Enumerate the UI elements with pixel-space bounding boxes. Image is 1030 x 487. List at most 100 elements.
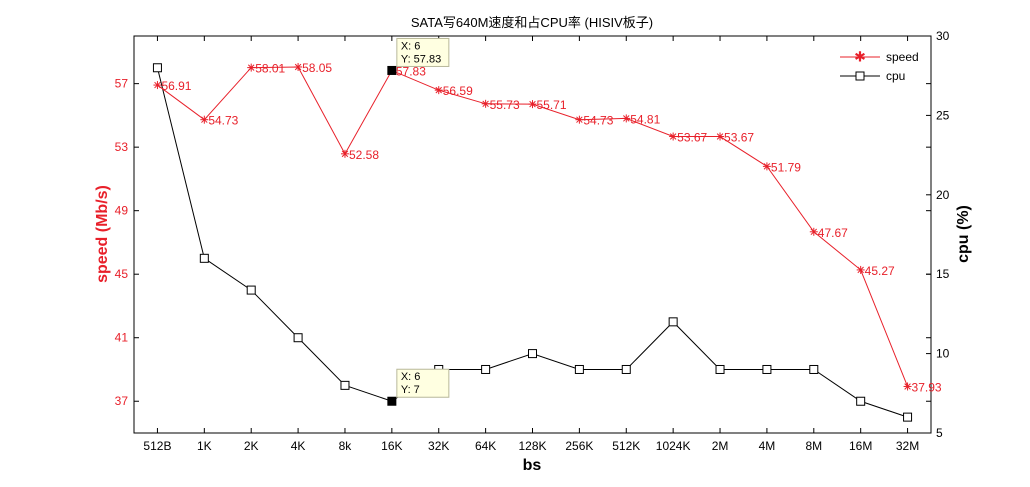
x-tick-label-0: 512B xyxy=(143,439,171,453)
cpu-point-9 xyxy=(574,364,584,374)
speed-point-12 xyxy=(716,132,725,141)
y2-tick-label-4: 25 xyxy=(936,108,950,122)
speed-point-9 xyxy=(575,115,584,124)
y-tick-label-2: 45 xyxy=(115,267,129,281)
datatip-x-1: X: 6 xyxy=(401,371,421,383)
speed-point-16 xyxy=(903,382,912,391)
y2-axis-title: cpu (%) xyxy=(955,205,972,263)
cpu-point-10 xyxy=(621,364,631,374)
x-tick-label-2: 2K xyxy=(244,439,259,453)
y-tick-label-0: 37 xyxy=(115,394,129,408)
y-axis-title: speed (Mb/s) xyxy=(94,185,111,283)
legend-cpu-marker xyxy=(855,71,865,81)
speed-point-10 xyxy=(622,114,631,123)
speed-point-13 xyxy=(762,162,771,171)
cpu-point-16 xyxy=(903,412,913,422)
x-tick-label-12: 2M xyxy=(712,439,729,453)
cpu-point-15 xyxy=(856,396,866,406)
y-tick-label-5: 57 xyxy=(115,77,129,91)
speed-data-label-0: 56.91 xyxy=(161,79,191,93)
speed-point-8 xyxy=(528,100,537,109)
cpu-point-14 xyxy=(809,364,819,374)
speed-data-label-14: 47.67 xyxy=(818,226,848,240)
cpu-point-3 xyxy=(293,333,303,343)
legend-speed-marker: ✱ xyxy=(854,50,866,66)
x-tick-label-10: 512K xyxy=(612,439,640,453)
datatip-0: X: 6Y: 57.83 xyxy=(396,37,450,67)
speed-point-6 xyxy=(434,86,443,95)
speed-point-15 xyxy=(856,265,865,274)
speed-data-label-4: 52.58 xyxy=(349,148,379,162)
speed-data-label-8: 55.71 xyxy=(537,98,567,112)
speed-data-label-3: 58.05 xyxy=(302,61,332,75)
y2-tick-label-3: 20 xyxy=(936,188,950,202)
y-tick-label-3: 49 xyxy=(115,204,129,218)
cpu-point-13 xyxy=(762,364,772,374)
speed-point-5 xyxy=(387,65,397,75)
datatip-1: X: 6Y: 7 xyxy=(396,368,450,398)
x-tick-label-3: 4K xyxy=(291,439,306,453)
y-tick-label-4: 53 xyxy=(115,140,129,154)
speed-data-label-5: 57.83 xyxy=(396,64,426,78)
speed-data-label-11: 53.67 xyxy=(677,131,707,145)
speed-data-label-9: 54.73 xyxy=(583,114,613,128)
speed-point-1 xyxy=(200,115,209,124)
speed-data-label-7: 55.73 xyxy=(490,98,520,112)
y2-tick-label-1: 10 xyxy=(936,347,950,361)
x-tick-label-14: 8M xyxy=(805,439,822,453)
cpu-point-1 xyxy=(199,253,209,263)
data-labels-layer: 56.91 54.73 58.01 58.05 52.58 57.83 56.59 55.73… xyxy=(161,61,941,395)
cpu-point-4 xyxy=(340,380,350,390)
speed-data-label-15: 45.27 xyxy=(865,264,895,278)
chart-title: SATA写640M速度和占CPU率 (HISIV板子) xyxy=(411,15,653,30)
y2-tick-label-2: 15 xyxy=(936,267,950,281)
y2-tick-label-5: 30 xyxy=(936,29,950,43)
datatip-y-1: Y: 7 xyxy=(401,384,420,396)
cpu-point-0 xyxy=(152,63,162,73)
speed-point-2 xyxy=(247,63,256,72)
speed-point-3 xyxy=(294,62,303,71)
speed-data-label-1: 54.73 xyxy=(208,114,238,128)
x-tick-label-4: 8k xyxy=(339,439,353,453)
y2-tick-label-0: 5 xyxy=(936,426,943,440)
x-tick-label-11: 1024K xyxy=(656,439,691,453)
series-layer xyxy=(152,62,913,422)
cpu-point-8 xyxy=(528,349,537,359)
datatip-y-0: Y: 57.83 xyxy=(401,53,441,65)
x-tick-label-7: 64K xyxy=(475,439,496,453)
x-tick-label-16: 32M xyxy=(896,439,919,453)
x-tick-label-6: 32K xyxy=(428,439,449,453)
datatip-x-0: X: 6 xyxy=(401,40,421,52)
speed-point-0 xyxy=(153,81,162,90)
speed-point-14 xyxy=(809,227,818,236)
cpu-point-11 xyxy=(668,317,678,327)
x-axis-title: bs xyxy=(523,457,542,474)
legend-cpu-label: cpu xyxy=(886,69,905,83)
cpu-point-12 xyxy=(715,364,725,374)
x-tick-label-9: 256K xyxy=(565,439,593,453)
legend-speed-label: speed xyxy=(886,50,919,64)
x-tick-label-5: 16K xyxy=(381,439,402,453)
cpu-point-7 xyxy=(481,364,491,374)
axes-layer: 37 41 45 49 53 57 5 10 15 20 25 30 512B 1K 2K 4K 8k 16K 32… xyxy=(115,29,950,453)
speed-data-label-10: 54.81 xyxy=(630,112,660,126)
speed-data-label-2: 58.01 xyxy=(255,62,285,76)
speed-point-7 xyxy=(481,99,490,108)
x-tick-label-13: 4M xyxy=(759,439,776,453)
x-tick-label-1: 1K xyxy=(197,439,212,453)
legend: ✱ speed cpu xyxy=(836,45,926,87)
legend-box xyxy=(836,45,926,87)
speed-point-11 xyxy=(669,132,678,141)
datatips-layer: X: 6Y: 57.83X: 6Y: 7 xyxy=(396,37,450,398)
speed-point-4 xyxy=(340,149,349,158)
speed-data-label-16: 37.93 xyxy=(912,380,942,394)
x-tick-label-15: 16M xyxy=(849,439,872,453)
cpu-point-5 xyxy=(387,396,397,406)
y-tick-label-1: 41 xyxy=(115,331,129,345)
x-tick-label-8: 128K xyxy=(518,439,546,453)
cpu-point-2 xyxy=(246,285,256,295)
speed-data-label-13: 51.79 xyxy=(771,160,801,174)
datatip-box-1 xyxy=(396,368,450,398)
speed-data-label-12: 53.67 xyxy=(724,131,754,145)
